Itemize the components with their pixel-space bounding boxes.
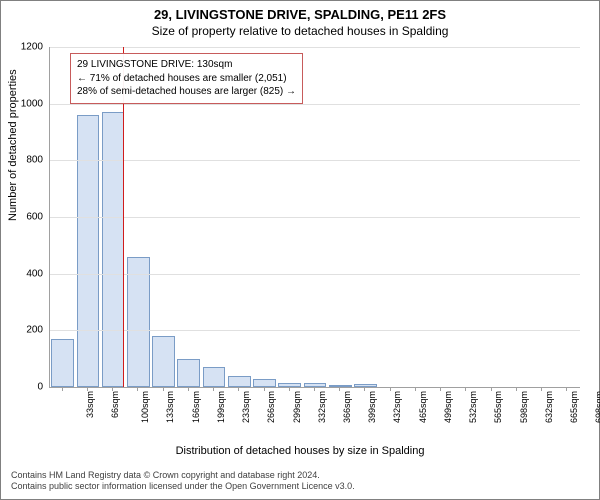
footer-line-1: Contains HM Land Registry data © Crown c… xyxy=(11,470,355,482)
x-tick-mark xyxy=(440,387,441,391)
x-tick-mark xyxy=(213,387,214,391)
bar xyxy=(51,339,74,387)
x-tick-mark xyxy=(87,387,88,391)
x-tick-mark xyxy=(163,387,164,391)
x-tick-mark xyxy=(289,387,290,391)
y-tick-label: 1000 xyxy=(13,98,43,109)
bar xyxy=(177,359,200,387)
x-tick-mark xyxy=(112,387,113,391)
x-axis-label: Distribution of detached houses by size … xyxy=(1,445,599,457)
y-tick-label: 1200 xyxy=(13,42,43,53)
bar xyxy=(203,367,226,387)
x-tick-label: 499sqm xyxy=(443,391,453,423)
y-axis-label: Number of detached properties xyxy=(7,69,19,221)
chart-container: 29, LIVINGSTONE DRIVE, SPALDING, PE11 2F… xyxy=(0,0,600,500)
x-tick-label: 598sqm xyxy=(519,391,529,423)
x-tick-label: 266sqm xyxy=(266,391,276,423)
x-tick-label: 332sqm xyxy=(317,391,327,423)
x-tick-label: 233sqm xyxy=(241,391,251,423)
x-tick-mark xyxy=(465,387,466,391)
x-tick-label: 399sqm xyxy=(367,391,377,423)
x-tick-mark xyxy=(339,387,340,391)
bar xyxy=(152,336,175,387)
x-tick-mark xyxy=(541,387,542,391)
gridline xyxy=(50,274,580,275)
bar xyxy=(102,112,125,387)
plot-wrapper: 29 LIVINGSTONE DRIVE: 130sqm← 71% of det… xyxy=(49,47,579,417)
x-tick-mark xyxy=(491,387,492,391)
x-tick-mark xyxy=(415,387,416,391)
gridline xyxy=(50,160,580,161)
annotation-line: ← 71% of detached houses are smaller (2,… xyxy=(77,72,296,86)
footer-line-2: Contains public sector information licen… xyxy=(11,481,355,493)
annotation-line: 29 LIVINGSTONE DRIVE: 130sqm xyxy=(77,58,296,72)
x-tick-label: 465sqm xyxy=(418,391,428,423)
x-tick-label: 166sqm xyxy=(191,391,201,423)
x-tick-mark xyxy=(62,387,63,391)
chart-subtitle: Size of property relative to detached ho… xyxy=(1,24,599,38)
x-tick-label: 299sqm xyxy=(292,391,302,423)
bar xyxy=(77,115,100,387)
x-tick-mark xyxy=(364,387,365,391)
x-tick-mark xyxy=(238,387,239,391)
x-tick-label: 432sqm xyxy=(393,391,403,423)
y-tick-label: 0 xyxy=(13,382,43,393)
y-tick-label: 800 xyxy=(13,155,43,166)
x-tick-label: 632sqm xyxy=(544,391,554,423)
annotation-box: 29 LIVINGSTONE DRIVE: 130sqm← 71% of det… xyxy=(70,53,303,104)
gridline xyxy=(50,330,580,331)
x-tick-label: 133sqm xyxy=(165,391,175,423)
x-tick-mark xyxy=(137,387,138,391)
bar xyxy=(127,257,150,387)
plot-area: 29 LIVINGSTONE DRIVE: 130sqm← 71% of det… xyxy=(49,47,580,388)
x-tick-label: 698sqm xyxy=(594,391,600,423)
x-tick-label: 66sqm xyxy=(110,391,120,418)
x-tick-mark xyxy=(390,387,391,391)
x-tick-label: 532sqm xyxy=(468,391,478,423)
y-tick-label: 200 xyxy=(13,325,43,336)
gridline xyxy=(50,217,580,218)
gridline xyxy=(50,47,580,48)
x-tick-label: 366sqm xyxy=(342,391,352,423)
x-tick-label: 100sqm xyxy=(140,391,150,423)
x-tick-label: 665sqm xyxy=(569,391,579,423)
x-tick-mark xyxy=(264,387,265,391)
x-tick-mark xyxy=(314,387,315,391)
chart-footer: Contains HM Land Registry data © Crown c… xyxy=(11,470,355,493)
bar xyxy=(253,379,276,388)
x-tick-mark xyxy=(188,387,189,391)
y-tick-label: 600 xyxy=(13,212,43,223)
x-tick-label: 565sqm xyxy=(493,391,503,423)
x-tick-mark xyxy=(516,387,517,391)
bar xyxy=(228,376,251,387)
annotation-line: 28% of semi-detached houses are larger (… xyxy=(77,85,296,99)
y-tick-label: 400 xyxy=(13,268,43,279)
gridline xyxy=(50,104,580,105)
x-tick-label: 33sqm xyxy=(85,391,95,418)
x-tick-mark xyxy=(566,387,567,391)
x-tick-label: 199sqm xyxy=(216,391,226,423)
chart-title: 29, LIVINGSTONE DRIVE, SPALDING, PE11 2F… xyxy=(1,7,599,22)
